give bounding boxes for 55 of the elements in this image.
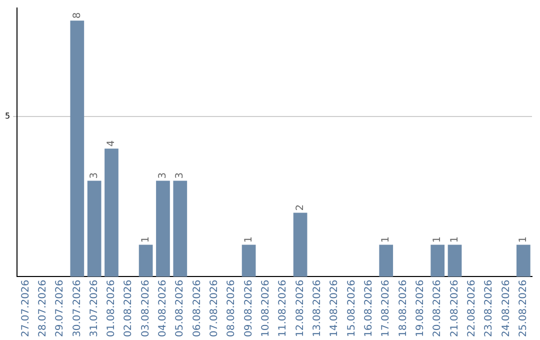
data-label: 4 (106, 140, 118, 147)
bar (430, 244, 445, 277)
x-tick-label: 29.07.2026 (54, 280, 66, 338)
bar (70, 20, 84, 277)
bar (516, 244, 530, 277)
x-tick-label: 10.08.2026 (260, 280, 272, 338)
x-tick-label: 24.08.2026 (500, 280, 512, 338)
bar (87, 180, 102, 277)
x-tick-label: 17.08.2026 (380, 280, 392, 338)
data-label: 1 (380, 236, 392, 243)
x-tick-label: 03.08.2026 (140, 280, 152, 338)
data-label: 3 (158, 172, 169, 179)
bar (104, 148, 118, 277)
x-tick-label: 15.08.2026 (346, 280, 358, 338)
y-tick-label: 5 (4, 112, 10, 121)
x-tick-label: 09.08.2026 (243, 280, 254, 338)
data-label: 3 (174, 172, 186, 179)
data-label: 1 (518, 236, 530, 243)
data-label: 8 (72, 12, 83, 19)
data-label: 3 (88, 172, 100, 179)
x-tick-label: 19.08.2026 (415, 280, 426, 338)
x-tick-label: 06.08.2026 (192, 280, 203, 338)
bar (242, 244, 256, 277)
x-tick-label: 30.07.2026 (72, 280, 83, 338)
bar (379, 244, 394, 277)
bar (293, 212, 308, 277)
x-tick-label: 14.08.2026 (329, 280, 340, 338)
bar (448, 244, 462, 277)
data-label: 1 (140, 236, 152, 243)
x-tick-label: 31.07.2026 (88, 280, 100, 338)
x-tick-label: 11.08.2026 (278, 280, 289, 338)
x-tick-label: 21.08.2026 (449, 280, 460, 338)
data-label: 1 (432, 236, 444, 243)
x-tick-label: 25.08.2026 (518, 280, 530, 338)
x-tick-label: 28.07.2026 (37, 280, 48, 338)
x-tick-label: 13.08.2026 (312, 280, 324, 338)
data-label: 1 (449, 236, 460, 243)
x-tick-label: 02.08.2026 (123, 280, 134, 338)
bar (138, 244, 153, 277)
x-tick-label: 08.08.2026 (226, 280, 238, 338)
x-tick-label: 12.08.2026 (294, 280, 306, 338)
data-label: 2 (294, 204, 306, 211)
x-tick-label: 20.08.2026 (432, 280, 444, 338)
x-tick-label: 01.08.2026 (106, 280, 118, 338)
x-tick-label: 16.08.2026 (364, 280, 375, 338)
x-tick-label: 07.08.2026 (209, 280, 220, 338)
x-tick-label: 04.08.2026 (158, 280, 169, 338)
x-tick-label: 18.08.2026 (398, 280, 409, 338)
bar (156, 180, 170, 277)
bar (173, 180, 188, 277)
x-tick-label: 05.08.2026 (174, 280, 186, 338)
data-label: 1 (243, 236, 254, 243)
x-tick-label: 27.07.2026 (20, 280, 32, 338)
x-tick-label: 23.08.2026 (484, 280, 495, 338)
x-tick-label: 22.08.2026 (466, 280, 478, 338)
